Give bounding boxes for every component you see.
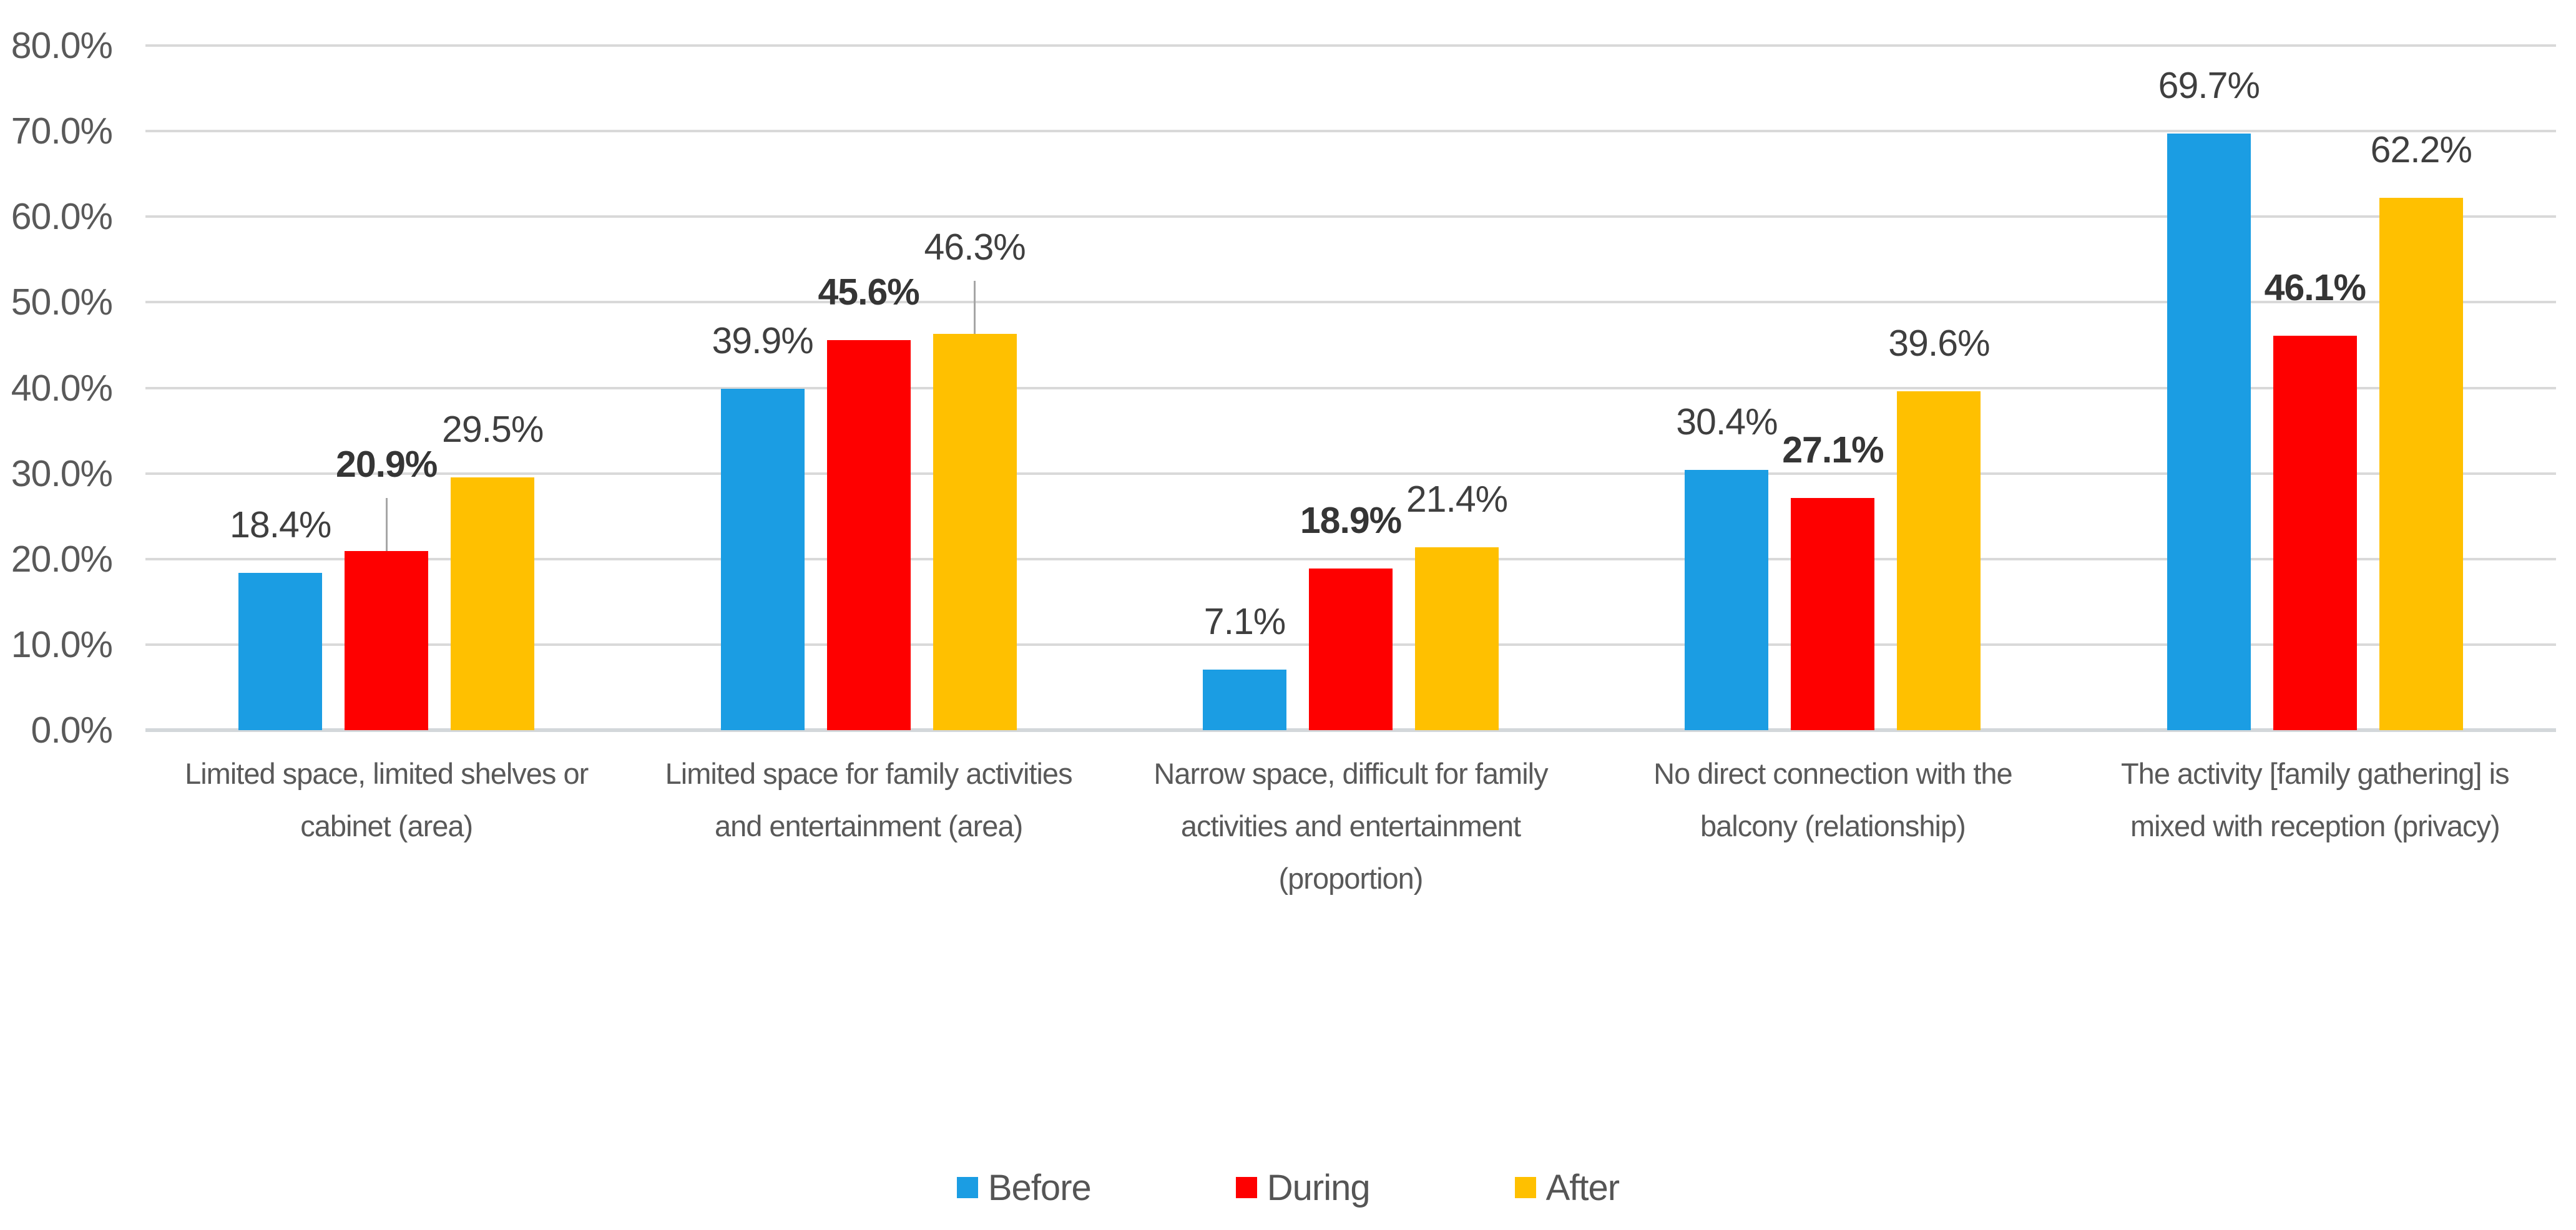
bar-value-label-after-3: 21.4% bbox=[1406, 478, 1508, 520]
bar-value-label-during-2: 45.6% bbox=[818, 271, 919, 313]
legend-label-during: During bbox=[1266, 1167, 1371, 1208]
y-tick-label-40: 40.0% bbox=[11, 367, 113, 409]
category-label-1: Limited space, limited shelves or cabine… bbox=[185, 757, 589, 842]
bar-during-1 bbox=[345, 551, 429, 730]
gridline-40 bbox=[145, 386, 2556, 389]
bar-value-label-before-3: 7.1% bbox=[1203, 600, 1286, 642]
bar-value-label-after-4: 39.6% bbox=[1888, 323, 1990, 364]
bar-value-label-during-3: 18.9% bbox=[1300, 499, 1402, 541]
category-label-5: The activity [family gathering] is mixed… bbox=[2120, 757, 2510, 842]
legend-marker-during-icon bbox=[1235, 1177, 1257, 1198]
bar-after-4 bbox=[1897, 391, 1981, 730]
y-tick-label-50: 50.0% bbox=[11, 281, 113, 323]
bar-after-5 bbox=[2379, 198, 2463, 730]
bar-during-3 bbox=[1309, 568, 1393, 730]
bar-before-1 bbox=[238, 572, 323, 730]
bar-value-label-before-1: 18.4% bbox=[230, 504, 331, 545]
bar-value-label-after-1: 29.5% bbox=[442, 409, 544, 451]
gridline-70 bbox=[145, 130, 2556, 133]
bar-before-3 bbox=[1203, 669, 1286, 730]
legend-item-after: After bbox=[1514, 1167, 1620, 1209]
legend-marker-after-icon bbox=[1514, 1177, 1536, 1198]
bar-value-label-after-5: 62.2% bbox=[2370, 129, 2472, 171]
bar-during-2 bbox=[826, 339, 911, 730]
y-tick-label-60: 60.0% bbox=[11, 196, 113, 238]
legend-label-after: After bbox=[1545, 1167, 1620, 1208]
bar-value-label-after-2: 46.3% bbox=[924, 227, 1026, 268]
label-leader-line bbox=[974, 281, 976, 334]
bar-value-label-during-1: 20.9% bbox=[336, 444, 438, 486]
bar-during-5 bbox=[2273, 335, 2357, 730]
bar-value-label-before-4: 30.4% bbox=[1676, 401, 1778, 443]
gridline-60 bbox=[145, 215, 2556, 218]
bar-value-label-before-5: 69.7% bbox=[2158, 65, 2260, 107]
y-tick-label-30: 30.0% bbox=[11, 452, 113, 494]
legend: Before During After bbox=[0, 1159, 2576, 1216]
label-leader-line bbox=[385, 498, 388, 552]
bar-before-4 bbox=[1685, 470, 1769, 730]
gridline-50 bbox=[145, 301, 2556, 304]
bar-value-label-during-4: 27.1% bbox=[1782, 429, 1884, 471]
gridline-30 bbox=[145, 472, 2556, 475]
legend-item-during: During bbox=[1235, 1167, 1371, 1209]
category-label-2: Limited space for family activities and … bbox=[665, 757, 1073, 842]
y-tick-label-70: 70.0% bbox=[11, 110, 113, 152]
bar-before-5 bbox=[2167, 134, 2251, 730]
legend-marker-before-icon bbox=[956, 1177, 978, 1198]
bar-before-2 bbox=[720, 388, 805, 730]
bar-value-label-during-5: 46.1% bbox=[2264, 266, 2366, 308]
bar-during-4 bbox=[1791, 498, 1875, 730]
y-tick-label-10: 10.0% bbox=[11, 623, 113, 665]
category-label-4: No direct connection with the balcony (r… bbox=[1653, 757, 2013, 842]
category-label-3: Narrow space, difficult for family activ… bbox=[1153, 757, 1548, 895]
bar-after-1 bbox=[451, 477, 535, 730]
x-axis-line bbox=[145, 728, 2556, 732]
bar-after-3 bbox=[1415, 547, 1499, 730]
y-tick-label-80: 80.0% bbox=[11, 25, 113, 66]
legend-label-before: Before bbox=[987, 1167, 1092, 1208]
legend-item-before: Before bbox=[956, 1167, 1092, 1209]
bar-value-label-before-2: 39.9% bbox=[712, 320, 813, 361]
gridline-80 bbox=[145, 44, 2556, 47]
y-tick-label-0: 0.0% bbox=[31, 710, 113, 751]
bar-after-2 bbox=[933, 334, 1017, 730]
gridline-20 bbox=[145, 557, 2556, 560]
y-tick-label-20: 20.0% bbox=[11, 538, 113, 580]
